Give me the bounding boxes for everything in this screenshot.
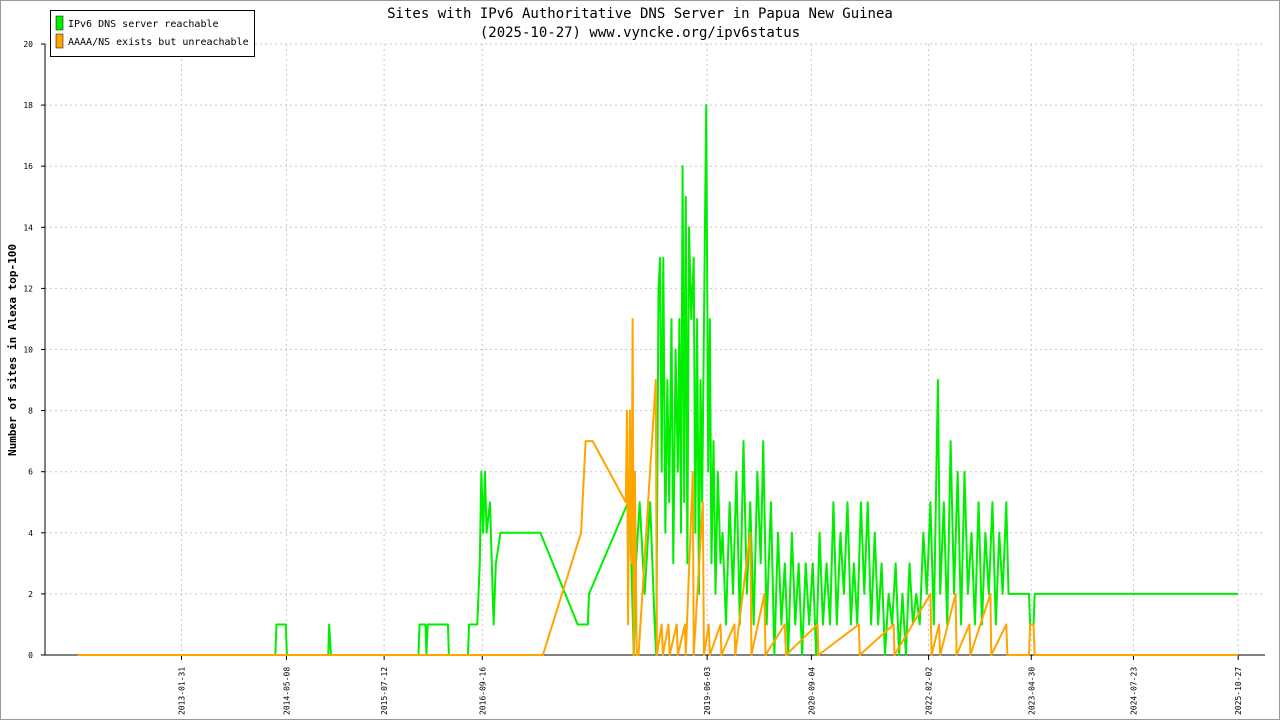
y-axis-label: Number of sites in Alexa top-100 <box>6 244 19 456</box>
y-tick-label: 20 <box>23 40 33 49</box>
x-tick-label: 2024-07-23 <box>1129 667 1138 715</box>
y-tick-label: 4 <box>28 529 33 538</box>
x-tick-label: 2020-09-04 <box>807 667 816 715</box>
series-line <box>77 317 1239 656</box>
y-tick-label: 12 <box>23 284 33 293</box>
y-tick-label: 10 <box>23 346 33 355</box>
legend-label: IPv6 DNS server reachable <box>68 19 219 30</box>
legend-swatch <box>55 33 64 49</box>
x-tick-label: 2013-01-31 <box>178 667 187 715</box>
y-tick-label: 0 <box>28 651 33 660</box>
y-tick-label: 18 <box>23 101 33 110</box>
legend-swatch <box>55 15 64 31</box>
y-tick-label: 16 <box>23 162 33 171</box>
x-tick-label: 2019-06-03 <box>703 667 712 715</box>
y-tick-label: 8 <box>28 407 33 416</box>
x-tick-label: 2023-04-30 <box>1027 667 1036 715</box>
chart-title: Sites with IPv6 Authoritative DNS Server… <box>387 6 893 22</box>
y-tick-label: 14 <box>23 223 33 232</box>
legend-label: AAAA/NS exists but unreachable <box>68 37 249 48</box>
x-tick-label: 2022-02-02 <box>925 667 934 715</box>
y-tick-label: 2 <box>28 590 33 599</box>
x-tick-label: 2016-09-16 <box>478 667 487 715</box>
y-tick-label: 6 <box>28 468 33 477</box>
legend-box <box>50 10 255 57</box>
x-tick-label: 2025-10-27 <box>1234 667 1243 715</box>
chart-subtitle: (2025-10-27) www.vyncke.org/ipv6status <box>480 25 800 41</box>
x-tick-label: 2014-05-08 <box>282 667 291 715</box>
x-tick-label: 2015-07-12 <box>380 667 389 715</box>
